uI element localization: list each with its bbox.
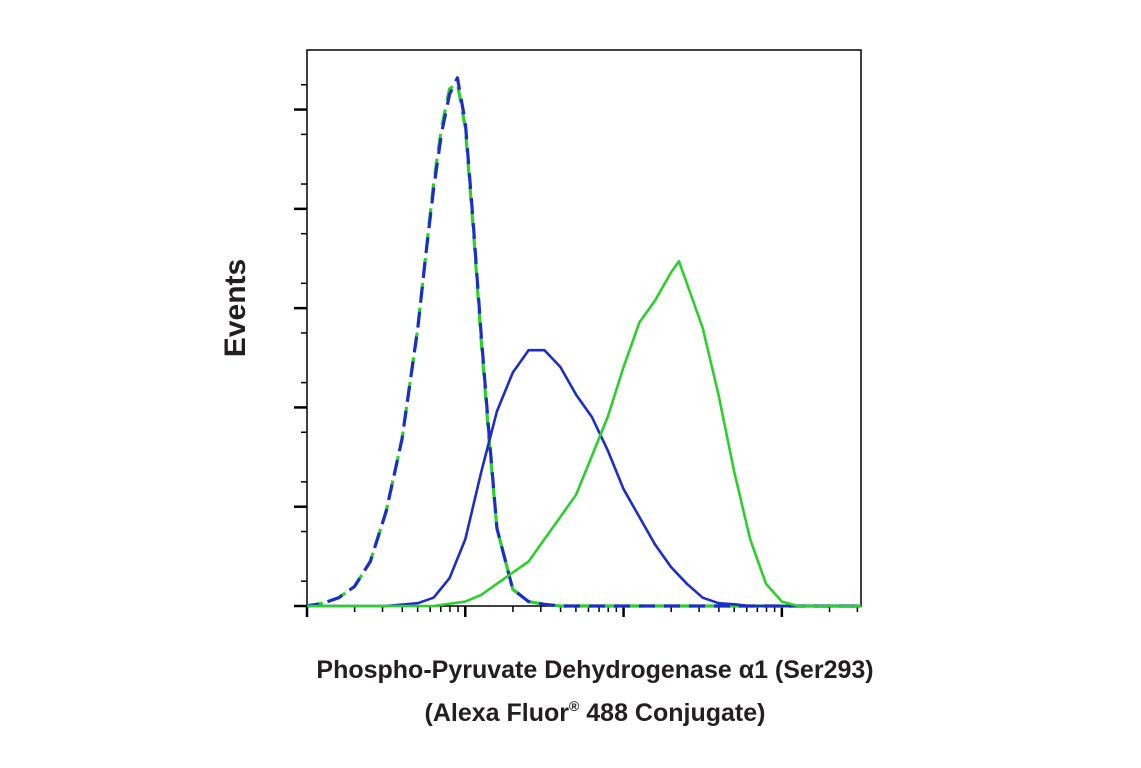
series-line-4 xyxy=(307,260,861,608)
series-layer xyxy=(306,76,861,608)
series-line-2 xyxy=(306,76,861,608)
registered-mark: ® xyxy=(569,698,580,714)
x-axis-label-line1: Phospho-Pyruvate Dehydrogenase α1 (Ser29… xyxy=(316,656,873,684)
y-axis-label: Events xyxy=(219,259,252,357)
x-axis-label-line2: (Alexa Fluor® 488 Conjugate) xyxy=(425,698,766,727)
series-line-3 xyxy=(307,348,861,608)
x-axis-label-suffix: 488 Conjugate) xyxy=(579,699,765,727)
series-line-1 xyxy=(306,81,861,608)
plot-frame xyxy=(306,49,862,607)
x-axis-label-prefix: (Alexa Fluor xyxy=(425,699,570,727)
